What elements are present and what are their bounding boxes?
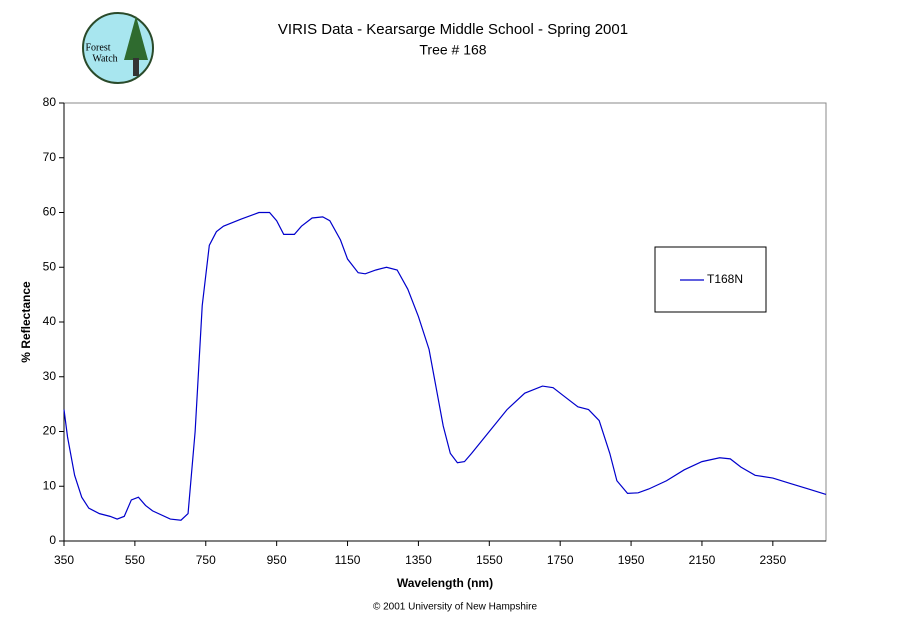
x-tick-label: 1950 [618,553,645,567]
y-axis-label: % Reflectance [19,281,33,363]
x-tick-label: 2350 [759,553,786,567]
x-tick-label: 550 [125,553,145,567]
y-tick-label: 30 [43,369,57,383]
y-tick-label: 40 [43,314,57,328]
x-axis-label: Wavelength (nm) [397,576,493,590]
y-tick-label: 80 [43,95,57,109]
legend-label: T168N [707,272,743,286]
footnote: © 2001 University of New Hampshire [373,602,538,613]
logo-text: Forest [86,42,111,53]
logo-text: Watch [92,53,117,64]
x-tick-label: 2150 [689,553,716,567]
x-tick-label: 350 [54,553,74,567]
chart-subtitle: Tree # 168 [419,42,486,58]
y-tick-label: 0 [49,533,56,547]
plot-area [63,102,827,542]
logo-trunk [133,58,139,76]
y-tick-label: 10 [43,478,57,492]
y-tick-label: 50 [43,259,57,273]
y-tick-label: 70 [43,150,57,164]
logo-tree [124,16,148,60]
x-tick-label: 950 [267,553,287,567]
x-tick-label: 750 [196,553,216,567]
y-tick-label: 60 [43,205,57,219]
data-line [63,211,827,521]
logo: Forest Watch [82,12,154,84]
x-tick-label: 1350 [405,553,432,567]
x-tick-label: 1750 [547,553,574,567]
y-tick-label: 20 [43,424,57,438]
x-tick-label: 1150 [335,553,361,567]
legend [654,246,767,313]
x-tick-label: 1550 [476,553,503,567]
chart-title: VIRIS Data - Kearsarge Middle School - S… [278,21,628,38]
